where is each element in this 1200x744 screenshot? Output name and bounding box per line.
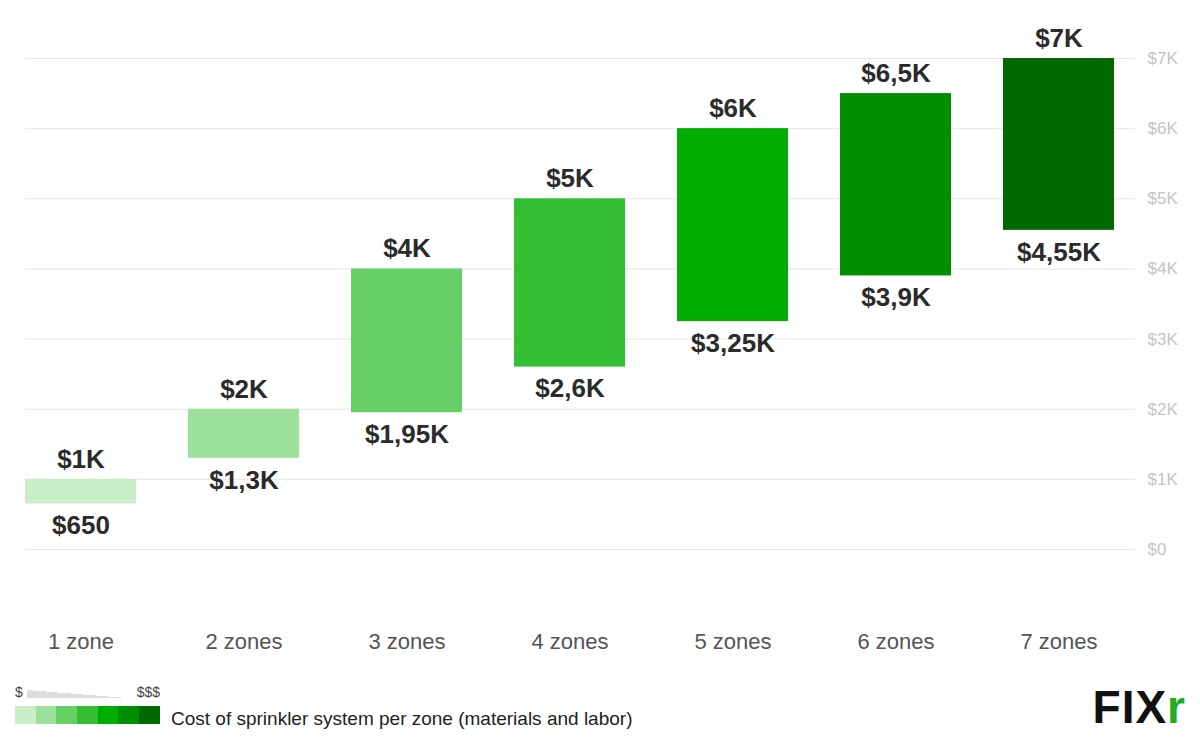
svg-text:7 zones: 7 zones — [1020, 629, 1097, 654]
svg-text:$5K: $5K — [546, 163, 594, 193]
svg-text:$5K: $5K — [1148, 189, 1179, 208]
svg-text:$4K: $4K — [383, 233, 431, 263]
svg-text:$650: $650 — [52, 510, 110, 540]
svg-text:$2K: $2K — [220, 374, 268, 404]
svg-text:2 zones: 2 zones — [205, 629, 282, 654]
svg-text:$6K: $6K — [1148, 119, 1179, 138]
svg-text:$4,55K: $4,55K — [1017, 237, 1101, 267]
svg-text:6 zones: 6 zones — [857, 629, 934, 654]
svg-text:$1,95K: $1,95K — [365, 419, 449, 449]
svg-text:$4K: $4K — [1148, 259, 1179, 278]
html-text:Cost of sprinkler system per z: Cost of sprinkler system per zone (mater… — [171, 708, 633, 729]
svg-text:$0: $0 — [1148, 540, 1167, 559]
svg-text:5 zones: 5 zones — [694, 629, 771, 654]
html-text:FIX r: FIX r — [1092, 681, 1186, 733]
svg-text:$7K: $7K — [1148, 49, 1179, 68]
svg-text:1 zone: 1 zone — [48, 629, 114, 654]
svg-text:4 zones: 4 zones — [531, 629, 608, 654]
svg-text:$1K: $1K — [57, 444, 105, 474]
svg-text:$7K: $7K — [1035, 23, 1083, 53]
svg-text:3 zones: 3 zones — [368, 629, 445, 654]
svg-text:$3,25K: $3,25K — [691, 328, 775, 358]
svg-text:$2,6K: $2,6K — [535, 373, 605, 403]
svg-text:$3,9K: $3,9K — [861, 282, 931, 312]
svg-text:$1K: $1K — [1148, 470, 1179, 489]
svg-text:$6K: $6K — [709, 93, 757, 123]
svg-text:$3K: $3K — [1148, 330, 1179, 349]
svg-text:$6,5K: $6,5K — [861, 58, 931, 88]
svg-text:$2K: $2K — [1148, 400, 1179, 419]
svg-text:$1,3K: $1,3K — [209, 465, 279, 495]
